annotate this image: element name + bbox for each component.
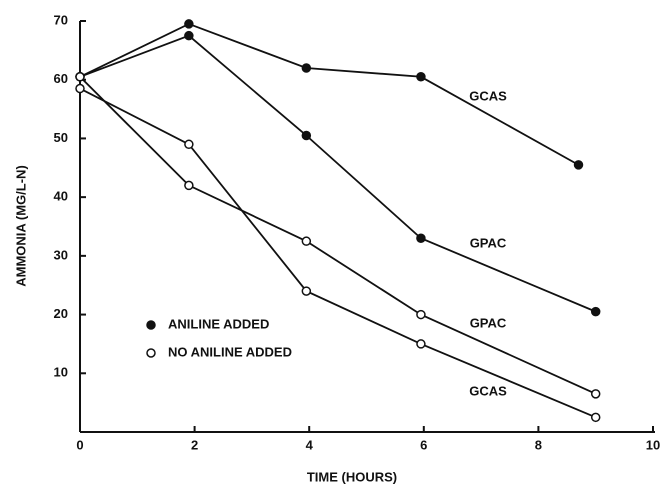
y-tick-label: 50 bbox=[54, 130, 68, 145]
x-tick-label: 8 bbox=[535, 437, 542, 452]
data-point bbox=[184, 139, 194, 150]
data-point bbox=[416, 72, 426, 82]
data-point bbox=[416, 339, 426, 349]
y-tick-label: 10 bbox=[54, 365, 68, 380]
data-point bbox=[301, 286, 312, 296]
y-axis-label: AMMONIA (MG/L-N) bbox=[13, 165, 28, 287]
x-tick-label: 4 bbox=[306, 437, 314, 452]
y-tick-label: 60 bbox=[54, 71, 68, 86]
data-point bbox=[416, 233, 426, 243]
data-point bbox=[590, 306, 601, 317]
data-point bbox=[184, 180, 194, 191]
legend-label: ANILINE ADDED bbox=[168, 316, 269, 331]
x-tick-label: 10 bbox=[646, 437, 660, 452]
data-point bbox=[573, 160, 584, 170]
series-label: GPAC bbox=[470, 315, 507, 330]
data-point bbox=[75, 72, 85, 82]
x-tick-label: 2 bbox=[191, 437, 198, 452]
data-point bbox=[75, 83, 85, 94]
data-point bbox=[184, 30, 194, 41]
y-tick-label: 30 bbox=[54, 247, 68, 262]
legend-label: NO ANILINE ADDED bbox=[168, 344, 292, 359]
x-axis-label: TIME (HOURS) bbox=[307, 469, 397, 484]
series-label: GPAC bbox=[470, 235, 507, 250]
x-tick-label: 6 bbox=[420, 437, 427, 452]
y-tick-label: 20 bbox=[54, 306, 68, 321]
x-tick-label: 0 bbox=[76, 437, 83, 452]
y-tick-label: 40 bbox=[54, 189, 68, 204]
y-tick-label: 70 bbox=[54, 12, 68, 27]
legend-marker bbox=[146, 320, 156, 330]
series-label: GCAS bbox=[469, 88, 507, 103]
data-point bbox=[301, 63, 312, 73]
data-point bbox=[590, 389, 601, 399]
legend-marker bbox=[146, 348, 156, 358]
series-line bbox=[79, 34, 597, 313]
series-label: GCAS bbox=[469, 383, 507, 398]
data-point bbox=[590, 412, 601, 423]
data-point bbox=[301, 130, 312, 141]
data-point bbox=[184, 19, 194, 29]
series-line bbox=[79, 87, 597, 419]
data-point bbox=[416, 309, 426, 320]
data-point bbox=[301, 236, 312, 246]
series-line bbox=[79, 76, 597, 395]
